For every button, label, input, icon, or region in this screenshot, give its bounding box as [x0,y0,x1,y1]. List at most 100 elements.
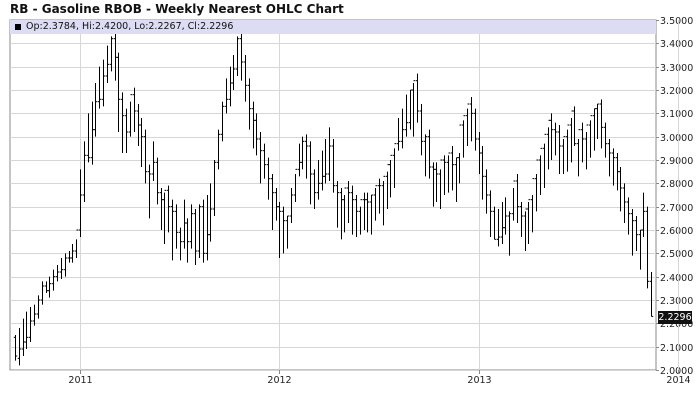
ohlc-bar [262,143,267,179]
ohlc-bar [496,209,501,247]
y-tick-label: 2.2000 [660,319,693,330]
ohlc-bar [32,304,37,326]
ohlc-bar [277,202,282,258]
ohlc-bar [373,185,378,221]
ohlc-bar [530,178,535,233]
ohlc-bar [519,202,524,237]
ohlc-bar [178,227,183,261]
ohlc-bar [369,194,374,235]
ohlc-bar [216,129,221,170]
ohlc-bar [239,31,244,81]
ohlc-bar [515,174,520,223]
ohlc-bar [603,122,608,158]
ohlc-bar [120,92,125,153]
ohlc-bar [55,265,60,282]
ohlc-bar [388,154,393,198]
ohlc-bar [595,103,600,139]
ohlc-bar [553,122,558,156]
ohlc-bar [480,146,485,200]
ohlc-bar [534,159,539,212]
ohlc-bar [116,52,121,132]
ohlc-bar [166,185,171,233]
ohlc-bar [423,134,428,177]
ohlc-bar [162,189,167,244]
y-tick-label: 3.2000 [660,86,693,97]
ohlc-bar [542,133,547,188]
ohlc-bar [124,108,129,153]
ohlc-bar [342,187,347,233]
ohlc-bar [308,141,313,205]
ohlc-bar [304,134,309,179]
ohlc-bar [446,152,451,193]
ohlc-bar [97,66,102,109]
ohlc-bar [584,124,589,170]
ohlc-bar [289,188,294,223]
ohlc-bar [611,148,616,186]
chart-title: RB - Gasoline RBOB - Weekly Nearest OHLC… [10,2,344,16]
ohlc-bar [147,164,152,219]
ohlc-bar [381,175,386,226]
ohlc-legend: Op:2.3784, Hi:2.4200, Lo:2.2267, Cl:2.22… [10,20,656,34]
ohlc-bar [101,59,106,107]
y-tick-label: 2.1000 [660,343,693,354]
ohlc-bar [507,211,512,256]
y-tick-label: 2.9000 [660,156,693,167]
ohlc-bar [128,94,133,137]
ohlc-bar [189,204,194,249]
y-tick-label: 3.1000 [660,109,693,120]
ohlc-bar [419,104,424,156]
y-tick-label: 2.4000 [660,273,693,284]
ohlc-bar [434,162,439,202]
ohlc-bar [300,136,305,170]
ohlc-bar [350,185,355,235]
ohlc-bar [511,180,516,221]
ohlc-bar [197,204,202,258]
last-price-label: 2.2296 [658,311,692,324]
ohlc-bar [63,253,68,277]
ohlc-bar [415,73,420,123]
ohlc-bar [170,199,175,261]
ohlc-bar [51,269,56,291]
ohlc-bar [143,129,148,184]
ohlc-bar [599,99,604,149]
ohlc-bar [649,272,654,317]
ohlc-bar [231,55,236,90]
ohlc-bar [588,115,593,158]
ohlc-bar [151,141,156,181]
ohlc-bar [630,209,635,256]
ohlc-bar [132,87,137,132]
y-tick-label: 3.0000 [660,133,693,144]
ohlc-bar [473,108,478,151]
y-tick-label: 2.8000 [660,179,693,190]
ohlc-bar [155,157,160,205]
ohlc-bar [572,106,577,146]
ohlc-bar [331,139,336,193]
ohlc-bar [392,143,397,188]
ohlc-bar [396,118,401,151]
ohlc-bar [565,124,570,172]
x-tick-label: 2014 [666,375,690,386]
ohlc-bar [580,122,585,163]
ohlc-bar [247,78,252,130]
ohlc-bar [626,197,631,235]
ohlc-bar [293,168,298,202]
x-tick-label: 2012 [267,375,291,386]
ohlc-bar [174,204,179,249]
ohlc-bar [622,183,627,223]
ohlc-bar [36,295,41,319]
y-tick-label: 2.7000 [660,203,693,214]
y-tick-label: 3.4000 [660,39,693,50]
y-tick-label: 2.6000 [660,226,693,237]
ohlc-bar [641,192,646,237]
ohlc-bar [323,139,328,184]
ohlc-bar [438,159,443,209]
x-tick-label: 2011 [68,375,92,386]
ohlc-bar [254,113,259,156]
plot-area [9,19,657,371]
ohlc-bar [365,192,370,233]
ohlc-bar [411,80,416,137]
ohlc-bar [618,167,623,212]
ohlc-bar [70,244,75,263]
legend-marker-icon [15,24,21,30]
